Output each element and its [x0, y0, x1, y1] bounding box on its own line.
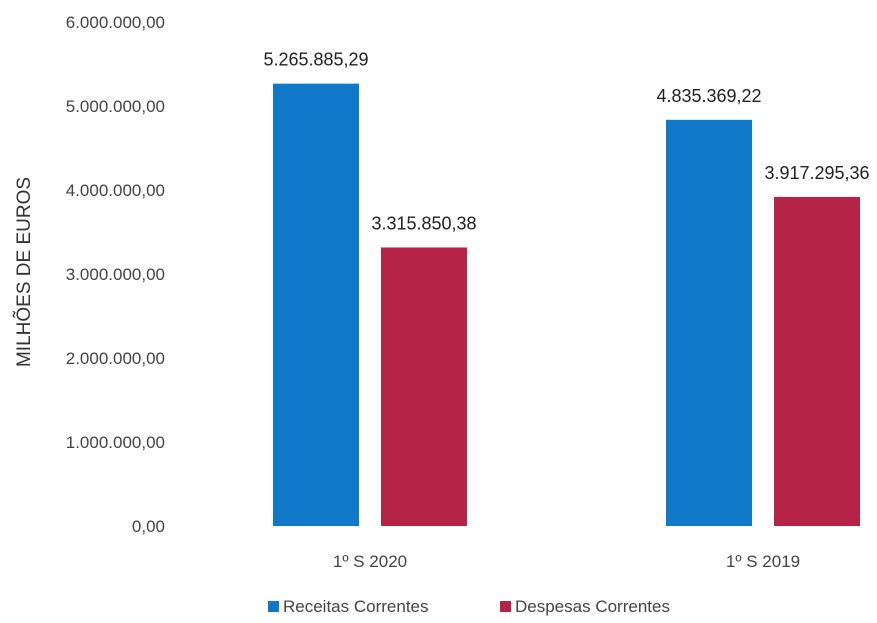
y-axis-ticks: 0,00 1.000.000,00 2.000.000,00 3.000.000,00… [66, 13, 165, 536]
x-axis-labels: 1º S 2020 1º S 2019 [333, 552, 800, 571]
x-category-label: 1º S 2020 [333, 552, 407, 571]
data-labels-group: 5.265.885,29 3.315.850,38 4.835.369,22 3.91… [263, 50, 869, 234]
data-label: 4.835.369,22 [656, 86, 761, 106]
legend-swatch [268, 601, 279, 612]
bar [774, 196, 860, 526]
y-tick-label: 5.000.000,00 [66, 97, 165, 116]
data-label: 5.265.885,29 [263, 50, 368, 70]
bar [381, 247, 467, 526]
y-tick-label: 1.000.000,00 [66, 433, 165, 452]
legend-label: Despesas Correntes [515, 597, 670, 616]
bars-group [273, 83, 860, 527]
y-axis-title: MILHÕES DE EUROS [13, 177, 35, 367]
x-category-label: 1º S 2019 [726, 552, 800, 571]
legend-swatch [500, 601, 511, 612]
data-label: 3.315.850,38 [371, 213, 476, 233]
legend-label: Receitas Correntes [283, 597, 429, 616]
bar [666, 119, 752, 527]
y-tick-label: 6.000.000,00 [66, 13, 165, 32]
legend: Receitas Correntes Despesas Correntes [268, 597, 670, 616]
data-label: 3.917.295,36 [764, 163, 869, 183]
y-tick-label: 3.000.000,00 [66, 265, 165, 284]
y-tick-label: 4.000.000,00 [66, 181, 165, 200]
bar [273, 83, 359, 526]
y-tick-label: 0,00 [132, 517, 165, 536]
y-tick-label: 2.000.000,00 [66, 349, 165, 368]
